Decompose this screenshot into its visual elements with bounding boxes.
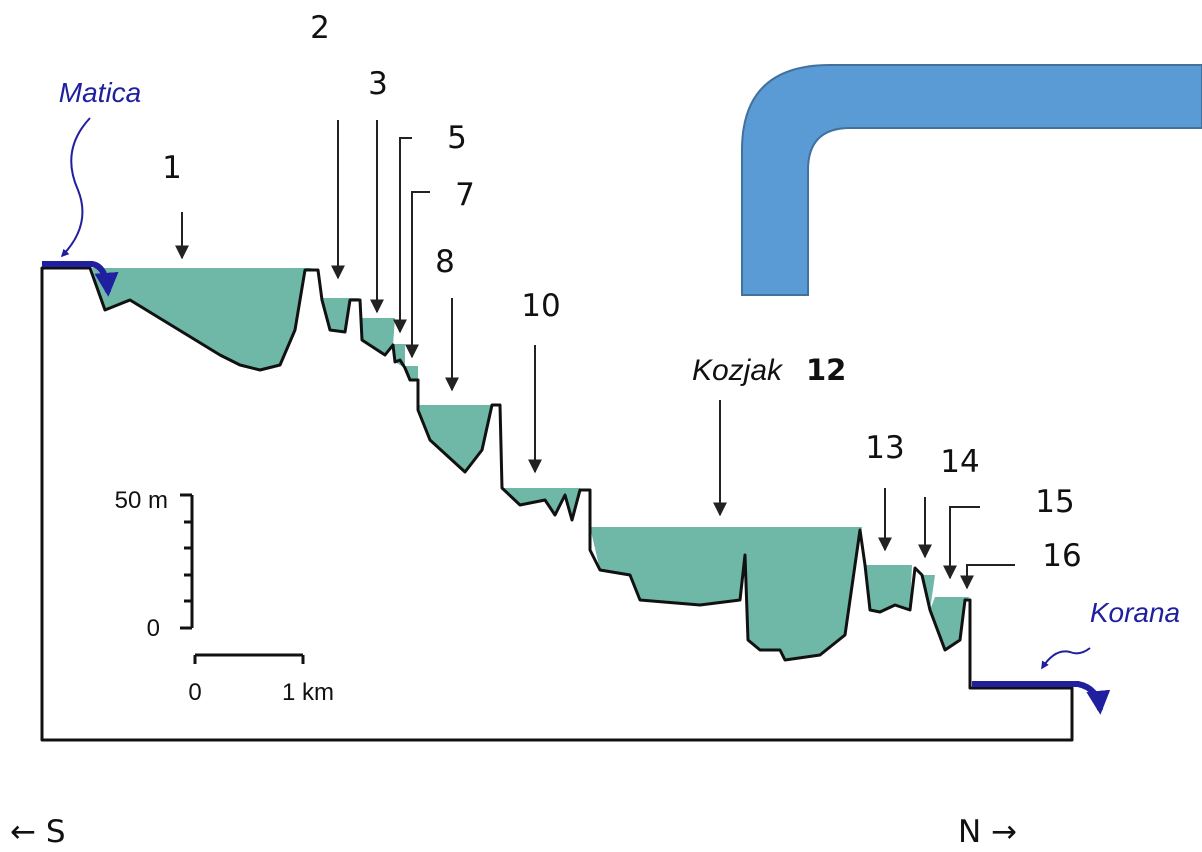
scale-label: 1 km [282,679,334,706]
outflow-label: Korana [1090,597,1180,628]
pipe-shape [742,65,1202,295]
outflow-pointer [1042,648,1090,668]
lake-label: 15 [1035,484,1074,520]
direction-label: ← S [10,814,66,850]
inflow-label: Matica [59,77,141,108]
lake-label: 2 [310,10,330,46]
lake-label: 1 [162,150,182,186]
lake-number: 12 [806,353,846,387]
scale-bars [180,495,303,664]
lake-label: 7 [455,177,475,213]
lake-name: Kozjak [692,354,784,387]
lake-label: 3 [368,66,388,102]
lake-label: 13 [865,430,904,466]
scale-label: 0 [188,679,201,706]
lake-label: 14 [940,444,979,480]
scale-label: 0 [147,615,160,642]
lake-label: 10 [521,288,560,324]
lake-pointers [182,120,1015,588]
inflow-pointer [62,118,90,256]
scale-label: 50 m [115,487,168,514]
direction-label: N → [958,814,1017,850]
lake-label: 5 [447,120,467,156]
lake-label: 8 [435,244,455,280]
lake-profile-diagram: Matica Korana 1 2 3 5 7 8 10 13 14 15 16… [0,0,1202,852]
lakes [92,268,970,660]
lake-label: 16 [1042,538,1081,574]
